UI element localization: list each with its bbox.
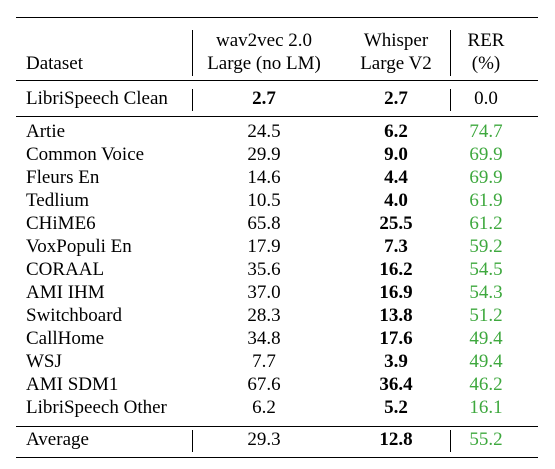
average-separator-1 [192, 430, 193, 452]
average-rer: 55.2 [469, 429, 503, 450]
row-w2v-value: 7.7 [252, 351, 276, 372]
header-w2v-line2: Large (no LM) [207, 53, 321, 74]
row-rer-value: 49.4 [469, 328, 503, 349]
row-w2v-value: 17.9 [247, 236, 281, 257]
row-whisper-value: 4.0 [384, 190, 408, 211]
row-w2v-value: 34.8 [247, 328, 281, 349]
row-rer-value: 69.9 [469, 144, 503, 165]
row-dataset-name: AMI IHM [26, 282, 105, 303]
clean-separator-2 [450, 89, 451, 111]
row-dataset-name: CallHome [26, 328, 105, 349]
row-dataset-name: VoxPopuli En [26, 236, 132, 257]
row-w2v-value: 24.5 [247, 121, 281, 142]
row-w2v-value: 65.8 [247, 213, 281, 234]
row-w2v-value: 37.0 [247, 282, 281, 303]
header-whisper-line1: Whisper [363, 30, 429, 51]
row-dataset-name: Common Voice [26, 144, 145, 165]
clean-rule [16, 116, 538, 117]
average-name: Average [26, 429, 89, 450]
row-rer-value: 51.2 [469, 305, 503, 326]
header-separator-2 [450, 30, 451, 76]
row-w2v-value: 29.9 [247, 144, 281, 165]
top-rule [16, 17, 538, 18]
header-dataset: Dataset [26, 53, 83, 74]
row-whisper-value: 9.0 [384, 144, 408, 165]
row-whisper-value: 4.4 [384, 167, 408, 188]
row-whisper-value: 6.2 [384, 121, 408, 142]
row-w2v-value: 67.6 [247, 374, 281, 395]
header-rer-line2: (%) [471, 53, 501, 74]
average-separator-2 [450, 430, 451, 452]
row-w2v-value: 35.6 [247, 259, 281, 280]
row-rer-value: 54.3 [469, 282, 503, 303]
row-rer-value: 46.2 [469, 374, 503, 395]
row-whisper-value: 7.3 [384, 236, 408, 257]
row-whisper-value: 16.2 [379, 259, 413, 280]
row-dataset-name: Tedlium [26, 190, 90, 211]
clean-separator-1 [192, 89, 193, 111]
row-w2v-value: 28.3 [247, 305, 281, 326]
row-whisper-value: 16.9 [379, 282, 413, 303]
row-dataset-name: Fleurs En [26, 167, 100, 188]
row-whisper-value: 3.9 [384, 351, 408, 372]
row-dataset-name: Switchboard [26, 305, 123, 326]
clean-rer: 0.0 [474, 88, 498, 109]
row-rer-value: 54.5 [469, 259, 503, 280]
row-w2v-value: 6.2 [252, 397, 276, 418]
header-rer-line1: RER [467, 30, 505, 51]
average-w2v: 29.3 [247, 429, 281, 450]
row-dataset-name: AMI SDM1 [26, 374, 119, 395]
row-whisper-value: 5.2 [384, 397, 408, 418]
row-rer-value: 59.2 [469, 236, 503, 257]
bottom-rule [16, 457, 538, 458]
row-rer-value: 74.7 [469, 121, 503, 142]
row-dataset-name: Artie [26, 121, 66, 142]
header-w2v-line1: wav2vec 2.0 [215, 30, 313, 51]
row-whisper-value: 36.4 [379, 374, 413, 395]
row-whisper-value: 25.5 [379, 213, 413, 234]
row-dataset-name: CORAAL [26, 259, 105, 280]
header-rule [16, 80, 538, 81]
row-rer-value: 61.2 [469, 213, 503, 234]
row-rer-value: 49.4 [469, 351, 503, 372]
header-whisper-line2: Large V2 [360, 53, 432, 74]
row-dataset-name: CHiME6 [26, 213, 96, 234]
header-separator-1 [192, 30, 193, 76]
row-rer-value: 69.9 [469, 167, 503, 188]
average-rule [16, 426, 538, 427]
clean-name: LibriSpeech Clean [26, 88, 168, 109]
row-whisper-value: 17.6 [379, 328, 413, 349]
results-table: Dataset wav2vec 2.0 Large (no LM) Whispe… [16, 17, 538, 458]
row-w2v-value: 10.5 [247, 190, 281, 211]
row-w2v-value: 14.6 [247, 167, 281, 188]
row-dataset-name: LibriSpeech Other [26, 397, 167, 418]
average-whisper: 12.8 [379, 429, 413, 450]
row-rer-value: 61.9 [469, 190, 503, 211]
row-whisper-value: 13.8 [379, 305, 413, 326]
clean-w2v: 2.7 [252, 88, 276, 109]
row-rer-value: 16.1 [469, 397, 503, 418]
clean-whisper: 2.7 [384, 88, 408, 109]
row-dataset-name: WSJ [26, 351, 62, 372]
